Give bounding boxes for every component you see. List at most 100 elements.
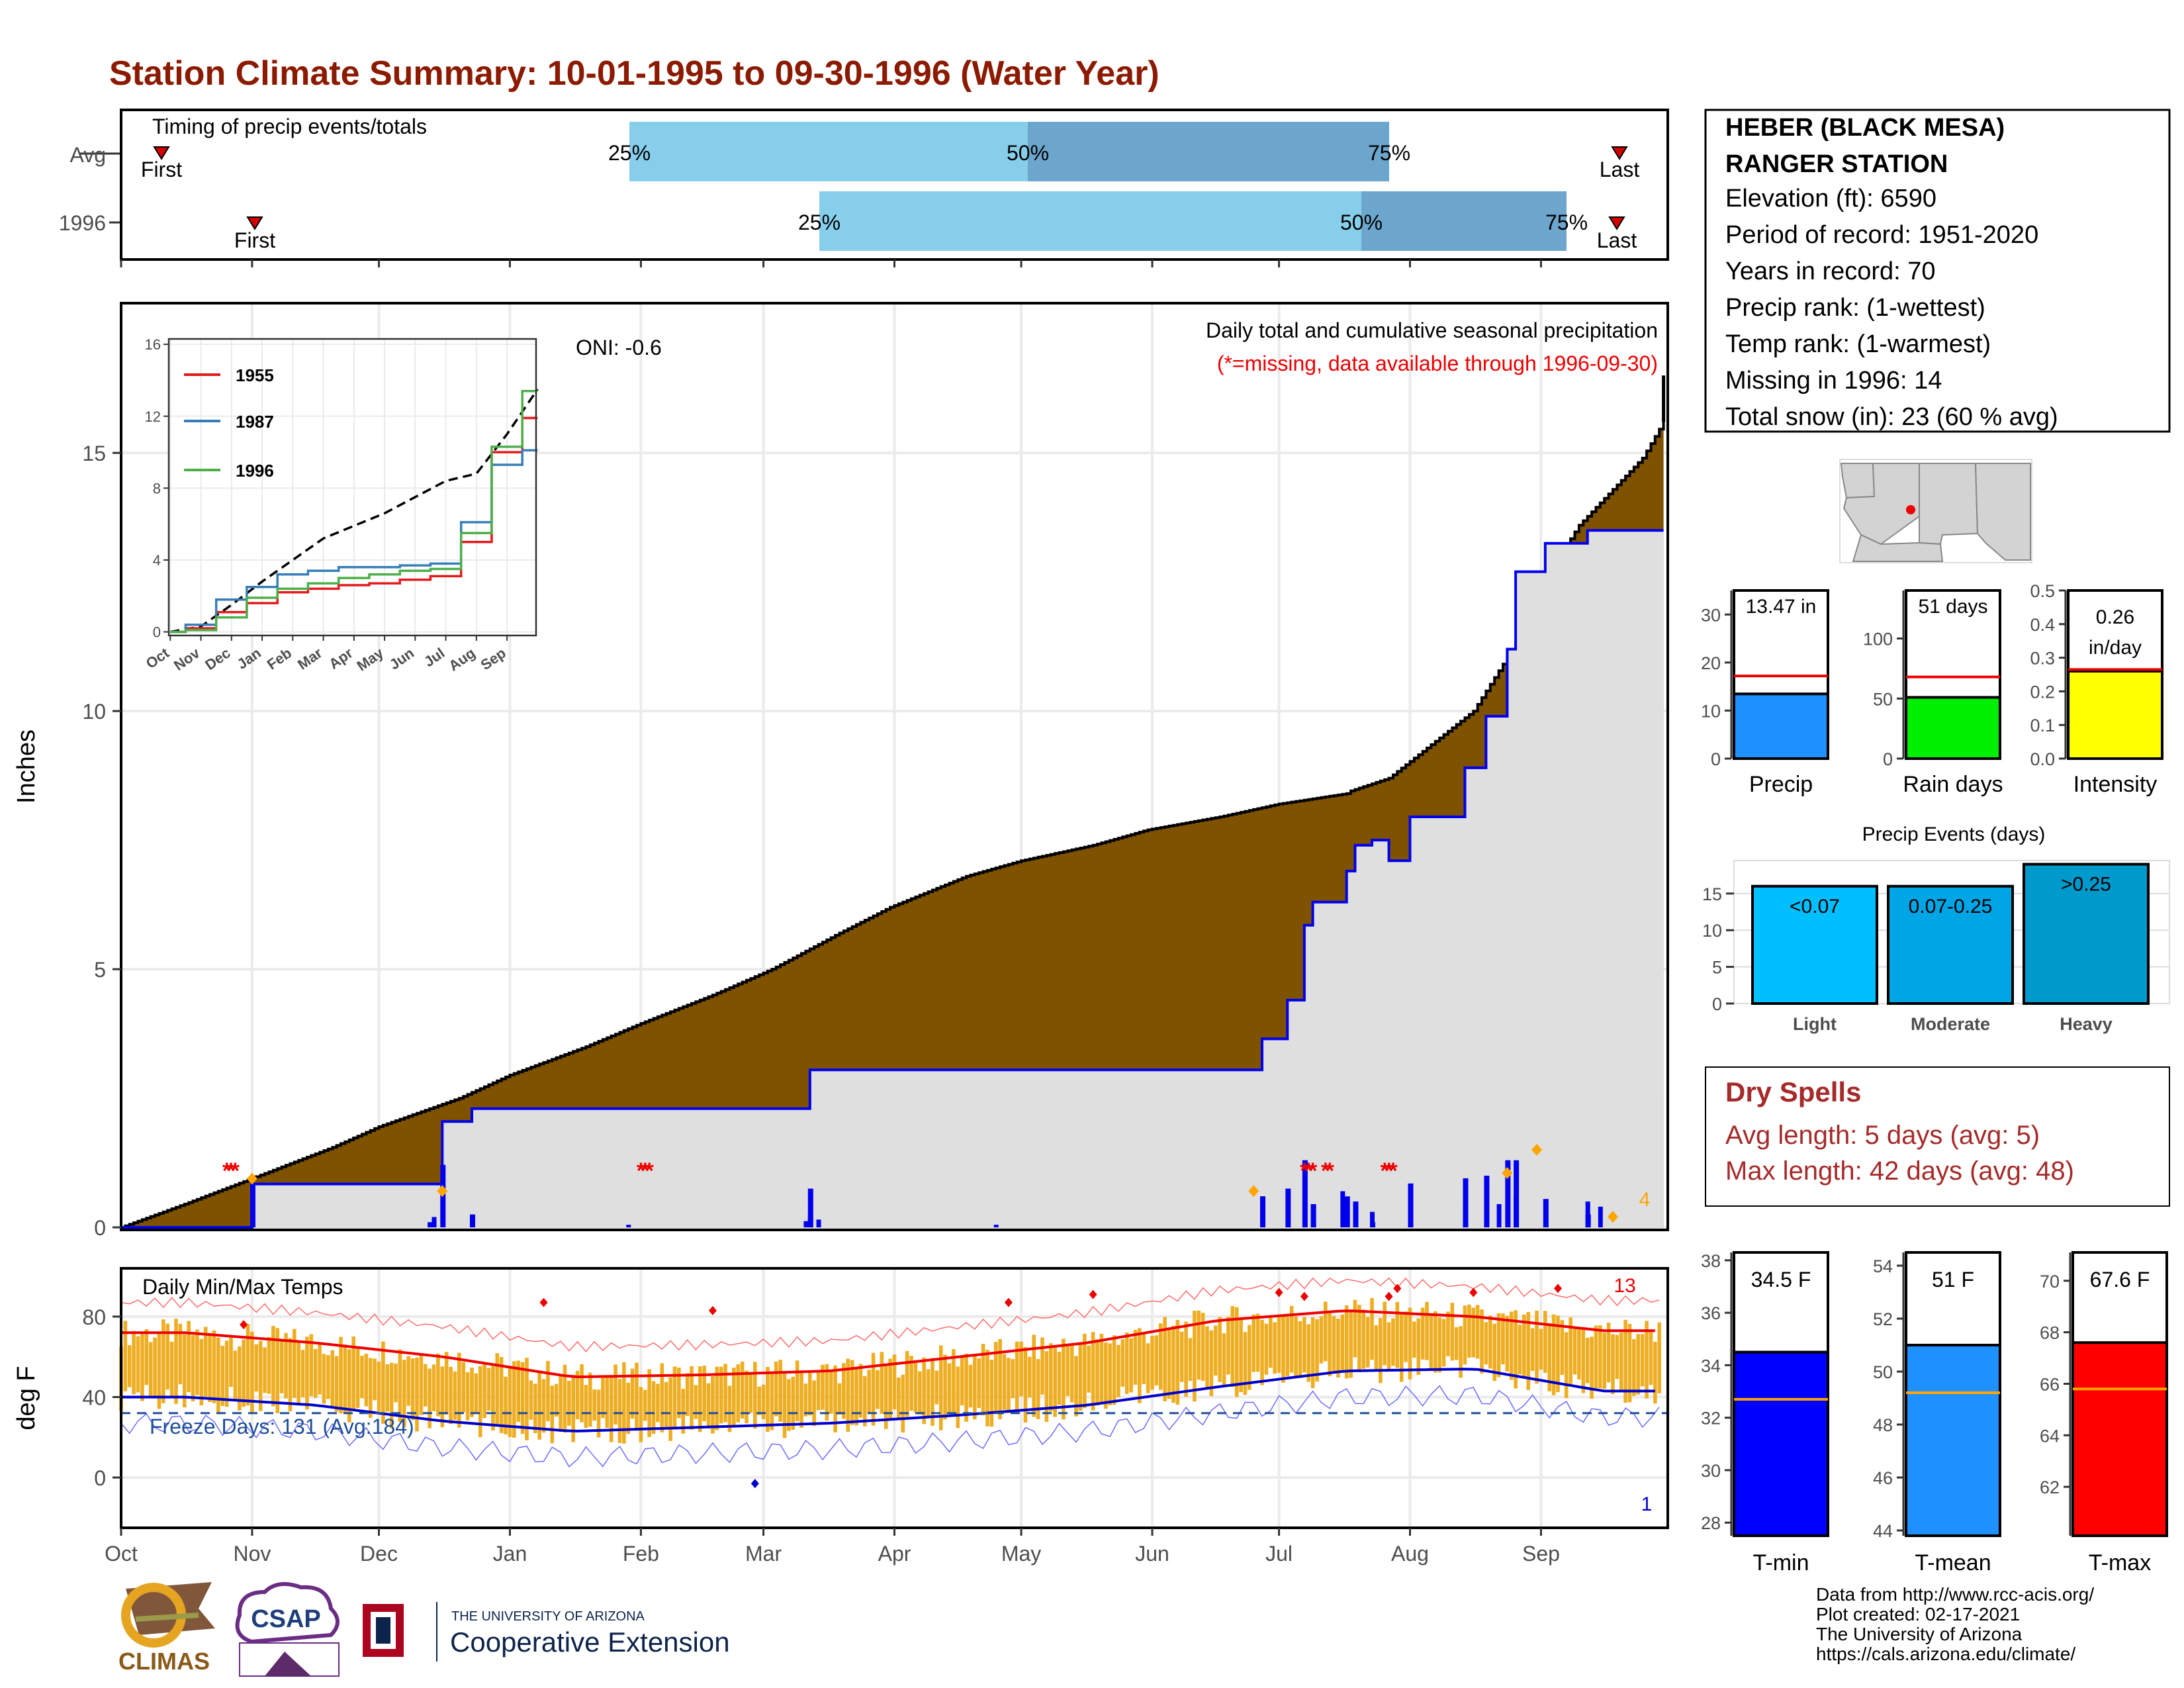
inset-ytick-label: 8 xyxy=(153,480,161,496)
daily-temp-bar xyxy=(1429,1316,1433,1371)
record-high-marker xyxy=(1004,1297,1013,1307)
temp-summary-ytick-label: 38 xyxy=(1701,1251,1721,1271)
daily-temp-bar xyxy=(803,1383,808,1417)
daily-temp-bar xyxy=(187,1321,191,1393)
daily-temp-bar xyxy=(385,1364,390,1412)
daily-temp-bar xyxy=(1496,1313,1501,1378)
daily-temp-bar xyxy=(973,1354,977,1420)
daily-precip-bar xyxy=(1543,1199,1549,1228)
summary-value-label: 13.47 in xyxy=(1746,596,1817,618)
daily-precip-bar xyxy=(1370,1211,1375,1228)
daily-temp-bar xyxy=(1255,1313,1260,1372)
daily-temp-bar xyxy=(897,1377,901,1421)
avg-tmax-line xyxy=(121,1309,1655,1379)
daily-temp-bar xyxy=(1488,1315,1492,1369)
daily-temp-bar xyxy=(495,1353,500,1425)
daily-temp-bar xyxy=(1649,1331,1653,1385)
daily-temp-bar xyxy=(567,1380,571,1426)
climas-logo-text: CLIMAS xyxy=(118,1648,210,1675)
record-high-marker xyxy=(1469,1288,1478,1297)
daily-temp-bar xyxy=(685,1373,690,1416)
daily-precip-bar xyxy=(1302,1160,1308,1228)
daily-temp-bar xyxy=(993,1342,998,1412)
daily-temp-bar xyxy=(470,1367,474,1417)
daily-temp-bar xyxy=(436,1353,440,1417)
daily-temp-bar xyxy=(626,1382,631,1434)
daily-temp-bar xyxy=(863,1376,867,1427)
temp-summary-ytick-label: 34 xyxy=(1701,1356,1721,1376)
daily-temp-bar xyxy=(833,1365,837,1432)
current-cumulative-precip-area xyxy=(121,530,1664,1228)
daily-temp-bar xyxy=(842,1363,846,1419)
daily-temp-bar xyxy=(664,1382,668,1430)
daily-temp-bar xyxy=(1226,1317,1230,1375)
daily-temp-bar xyxy=(406,1356,410,1406)
yr-q25-q50-bar xyxy=(819,191,1361,251)
daily-temp-bar xyxy=(292,1329,296,1398)
temp-summary-fill xyxy=(1905,1344,2001,1537)
inset-lines xyxy=(170,389,539,633)
locator-map xyxy=(1839,459,2032,563)
temp-summary-ytick-label: 46 xyxy=(1873,1468,1893,1488)
daily-temp-bar xyxy=(791,1376,796,1430)
record-high-marker xyxy=(240,1320,248,1330)
extreme-precip-marker xyxy=(1248,1185,1259,1197)
daily-temp-bar xyxy=(1069,1344,1074,1403)
daily-temp-bar xyxy=(1201,1313,1205,1382)
daily-temp-bar xyxy=(635,1362,639,1431)
events-bar xyxy=(2023,863,2150,1005)
daily-temp-bar xyxy=(1230,1305,1235,1387)
daily-precip-bar xyxy=(1514,1160,1520,1228)
daily-temp-bar xyxy=(745,1370,749,1424)
daily-temp-bar xyxy=(660,1363,664,1432)
temp-summary-ytick-label: 52 xyxy=(1873,1309,1893,1329)
summary-bar-label: Intensity xyxy=(2073,772,2158,797)
daily-temp-bar xyxy=(1433,1311,1437,1373)
footer-credits: Data from http://www.rcc-acis.org/ Plot … xyxy=(1816,1584,2094,1664)
summary-ytick-label: 0 xyxy=(1711,749,1721,769)
daily-temp-bar xyxy=(580,1364,584,1423)
credit-line-4: https://cals.arizona.edu/climate/ xyxy=(1816,1644,2075,1664)
daily-temp-bar xyxy=(1627,1323,1632,1403)
daily-temp-bar xyxy=(465,1372,470,1421)
daily-temp-bar xyxy=(913,1362,918,1413)
daily-temp-bar xyxy=(1062,1338,1066,1420)
daily-precip-bar xyxy=(1514,1196,1519,1228)
precip-events-panel: Precip Events (days) 0 5 10 15 <0.07 Light 0.0… xyxy=(1702,823,2170,1034)
inset-series-line xyxy=(170,449,538,633)
daily-temp-bar xyxy=(1514,1310,1518,1389)
daily-temp-bar xyxy=(169,1341,174,1397)
temp-summary-ytick-label: 66 xyxy=(2040,1374,2060,1394)
temp-ylabel: deg F xyxy=(13,1366,40,1430)
daily-temp-bar xyxy=(1636,1334,1641,1395)
daily-temp-bar xyxy=(732,1368,736,1427)
daily-temp-bar xyxy=(288,1338,293,1412)
temp-summary-bars: 28 30 32 34 36 38 34.5 F T-min 44 46 48 50 52 54 51 F T… xyxy=(1701,1251,2168,1575)
inset-background xyxy=(169,339,536,635)
daily-temp-bar xyxy=(504,1376,508,1434)
daily-precip-bar xyxy=(1285,1188,1291,1228)
logo-csap: CSAP xyxy=(235,1581,340,1677)
daily-temp-bar xyxy=(182,1334,187,1408)
daily-temp-bar xyxy=(643,1389,647,1421)
daily-temp-bar xyxy=(533,1383,537,1433)
avg-q25-label: 25% xyxy=(608,141,651,165)
daily-temp-bar xyxy=(614,1364,617,1425)
daily-temp-bar xyxy=(199,1338,204,1406)
precip-missing-note: (*=missing, data available through 1996-… xyxy=(1217,352,1658,375)
credit-line-2: Plot created: 02-17-2021 xyxy=(1816,1604,2020,1624)
daily-temp-bar xyxy=(1302,1317,1306,1373)
daily-temp-bar xyxy=(1379,1318,1383,1383)
oni-label: ONI: -0.6 xyxy=(576,336,662,359)
daily-temp-bar xyxy=(1193,1311,1197,1402)
daily-temp-bar xyxy=(1087,1345,1091,1393)
daily-temp-bar xyxy=(1281,1315,1285,1383)
daily-temp-bar xyxy=(1602,1333,1607,1389)
daily-temp-bar xyxy=(1213,1325,1218,1376)
daily-temp-bar xyxy=(1501,1313,1505,1365)
inset-frame xyxy=(167,338,537,637)
record-low-marker xyxy=(751,1479,759,1489)
daily-temp-bar xyxy=(1040,1337,1044,1395)
inset-xtick-label: May xyxy=(354,644,387,674)
daily-temp-bar xyxy=(694,1385,698,1419)
